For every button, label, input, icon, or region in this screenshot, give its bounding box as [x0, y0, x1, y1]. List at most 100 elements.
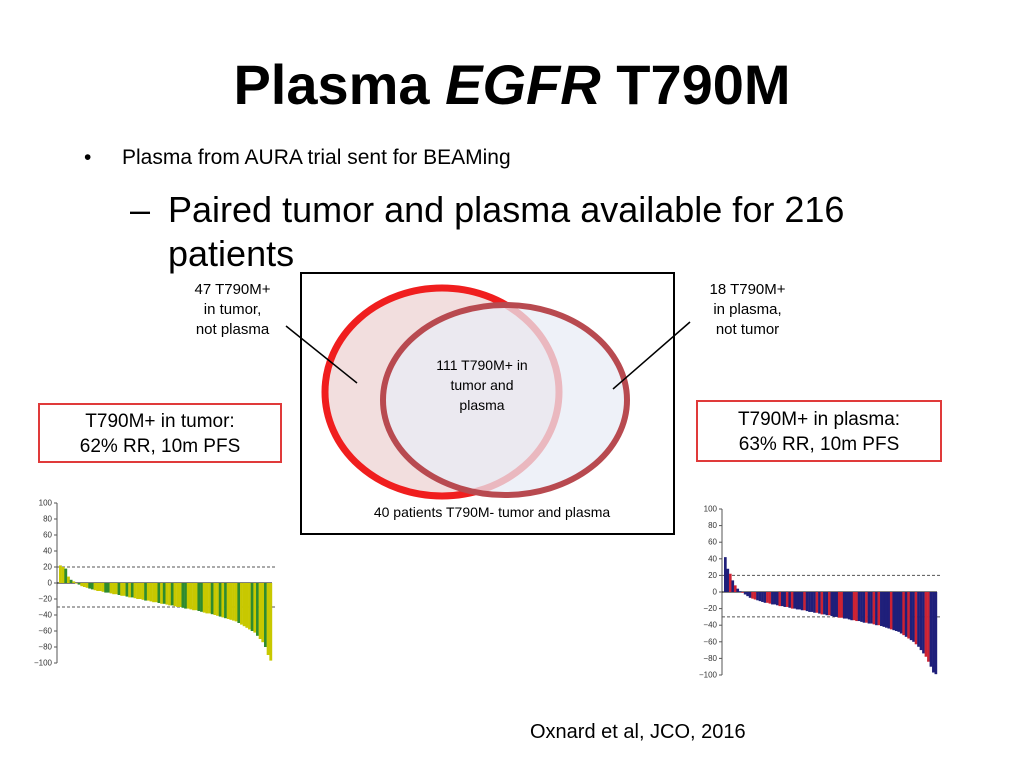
waterfall-bar: [788, 592, 792, 608]
waterfall-bar: [120, 583, 124, 596]
waterfall-bar: [69, 579, 73, 583]
waterfall-bar: [266, 583, 270, 655]
waterfall-bar: [136, 583, 140, 599]
waterfall-bar: [218, 583, 222, 617]
waterfall-bar: [790, 592, 794, 609]
y-tick-label: 0: [48, 579, 53, 588]
sub-bullet-line-1: Paired tumor and plasma available for 21…: [168, 189, 845, 230]
waterfall-bar: [162, 583, 166, 604]
tumor-only-line-2: in tumor,: [203, 301, 262, 318]
plasma-only-line-2: in plasma,: [713, 301, 782, 318]
waterfall-bar: [101, 583, 105, 592]
y-tick-label: 0: [713, 588, 718, 597]
waterfall-2: 100 80 60 40 20 0 −20 −40 −60 −80 −100: [699, 505, 940, 680]
waterfall-bar: [825, 592, 829, 616]
waterfall-bar: [899, 592, 903, 634]
waterfall-bar: [130, 583, 134, 598]
y-tick-label: 80: [708, 521, 717, 530]
waterfall-bar: [894, 592, 898, 632]
plasma-response-box: T790M+ in plasma: 63% RR, 10m PFS: [696, 400, 942, 462]
connector-tumor-only: [285, 325, 358, 384]
waterfall-bar: [117, 583, 121, 595]
waterfall-bar: [842, 592, 846, 619]
tumor-only-line-3: not plasma: [195, 321, 270, 338]
y-tick-label: 80: [43, 515, 52, 524]
waterfall-bar: [837, 592, 841, 618]
waterfall-bar: [823, 592, 826, 615]
waterfall-bar: [884, 592, 888, 628]
waterfall-bar: [125, 583, 129, 597]
waterfall-bar: [840, 592, 844, 618]
sub-bullet-item: – Paired tumor and plasma available for 2…: [130, 188, 950, 276]
waterfall-bar: [847, 592, 851, 620]
waterfall-bar: [245, 583, 249, 628]
waterfall-bar: [194, 583, 198, 611]
waterfall-bar: [170, 583, 174, 606]
venn-plasma-circle: [380, 302, 630, 498]
waterfall-bar: [877, 592, 881, 626]
waterfall-bar: [168, 583, 172, 606]
waterfall-bar: [154, 583, 158, 603]
waterfall-bar: [820, 592, 824, 615]
y-tick-label: 60: [708, 538, 717, 547]
waterfall-bar: [234, 583, 238, 622]
waterfall-bar: [106, 583, 110, 593]
waterfall-bar: [724, 557, 727, 592]
y-tick-label: −100: [34, 659, 53, 668]
y-tick-label: −80: [703, 654, 717, 663]
waterfall-bar: [803, 592, 806, 611]
waterfall-bar: [205, 583, 209, 614]
waterfall-bar: [746, 592, 749, 597]
y-tick-label: −40: [703, 621, 717, 630]
waterfall-bar: [892, 592, 896, 631]
y-tick-label: −60: [703, 637, 717, 646]
waterfall-bar: [59, 565, 62, 583]
waterfall-bar: [232, 583, 235, 621]
waterfall-bar: [258, 583, 262, 639]
waterfall-bar: [743, 592, 747, 595]
bullet-dot-icon: •: [84, 146, 92, 169]
waterfall-bar: [766, 592, 769, 603]
plasma-only-line-3: not tumor: [715, 321, 780, 338]
waterfall-bar: [98, 583, 102, 591]
waterfall-bar: [768, 592, 772, 604]
waterfall-bar: [813, 592, 816, 613]
waterfall-bar: [917, 592, 920, 647]
waterfall-bar: [773, 592, 777, 605]
waterfall-bar: [855, 592, 858, 622]
venn-both-line-2: tumor and: [450, 377, 513, 393]
waterfall-bar: [240, 583, 243, 625]
waterfall-bar: [850, 592, 853, 621]
waterfall-bar: [82, 583, 86, 587]
y-tick-label: −20: [38, 595, 52, 604]
waterfall-bar: [122, 583, 126, 596]
waterfall-bar: [870, 592, 873, 624]
waterfall-bar: [728, 573, 732, 592]
waterfall-bar: [88, 583, 92, 589]
y-tick-label: 40: [708, 554, 717, 563]
venn-both-line-3: plasma: [459, 397, 504, 413]
waterfall-bar: [904, 592, 908, 637]
waterfall-bar: [181, 583, 185, 608]
waterfall-bar: [104, 583, 108, 593]
waterfall-bar: [253, 583, 257, 633]
waterfall-bar: [909, 592, 913, 641]
connector-plasma-only: [612, 321, 691, 390]
waterfall-bar: [761, 592, 764, 602]
waterfall-bar: [160, 583, 164, 604]
waterfall-bar: [216, 583, 219, 616]
waterfall-bar: [795, 592, 799, 610]
waterfall-bar: [763, 592, 767, 603]
waterfall-bar: [186, 583, 190, 609]
waterfall-bar: [173, 583, 177, 607]
waterfall-bar: [798, 592, 801, 610]
waterfall-bar: [793, 592, 797, 609]
waterfall-bar: [780, 592, 784, 607]
waterfall-bar: [887, 592, 891, 629]
waterfall-bar: [226, 583, 230, 619]
waterfall-bar: [860, 592, 863, 622]
waterfall-bar: [178, 583, 182, 607]
tumor-response-box: T790M+ in tumor: 62% RR, 10m PFS: [38, 403, 282, 463]
